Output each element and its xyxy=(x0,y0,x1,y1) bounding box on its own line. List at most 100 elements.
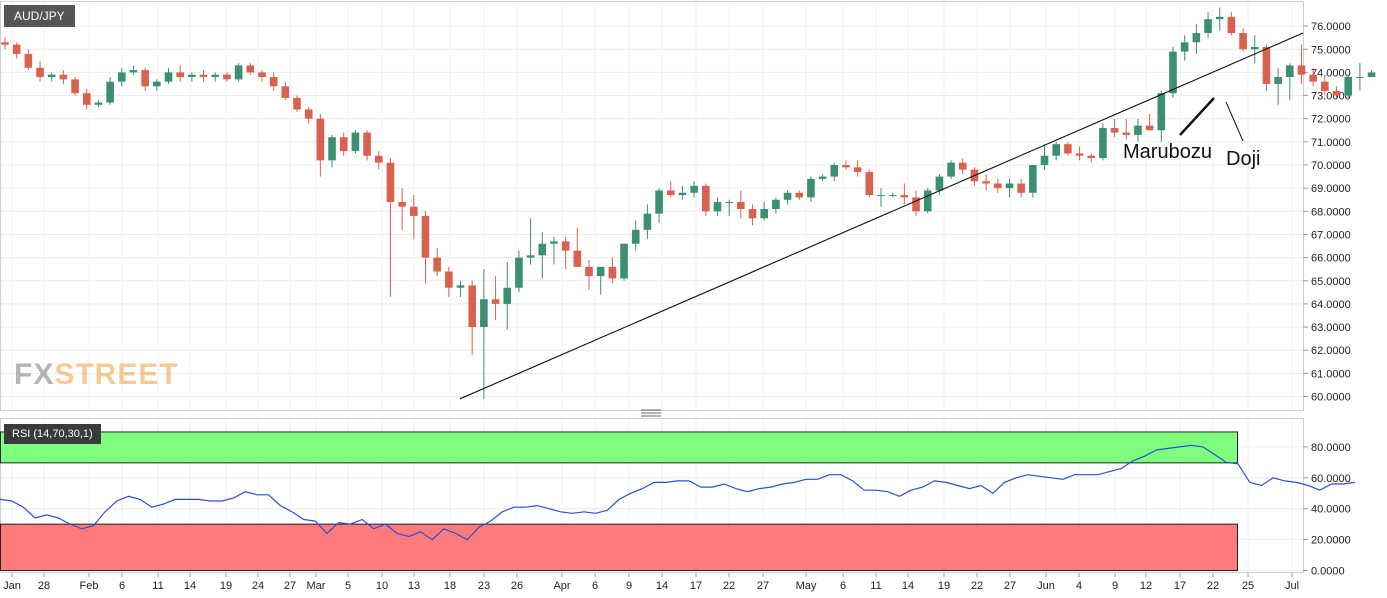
candle-body xyxy=(713,202,722,212)
candle-body xyxy=(772,199,780,209)
price-y-tick-label: 72.0000 xyxy=(1311,114,1351,126)
candle-body xyxy=(526,255,535,258)
candle-body xyxy=(596,266,605,277)
candle-body xyxy=(1286,65,1294,78)
x-tick-label: 4 xyxy=(1076,580,1082,592)
rsi-y-axis: 0.0000 20.0000 40.0000 60.0000 80.0000 xyxy=(1303,442,1351,578)
candle-body xyxy=(1344,77,1352,96)
price-y-tick-label: 75.0000 xyxy=(1311,44,1351,56)
candle-body xyxy=(573,250,582,267)
x-tick-label: 22 xyxy=(971,580,983,592)
rsi-y-tick-label: 60.0000 xyxy=(1311,473,1351,485)
x-tick-label: 11 xyxy=(870,580,881,592)
candle-body xyxy=(339,137,348,152)
candle-body xyxy=(1204,19,1212,34)
candle-body xyxy=(947,162,955,177)
candle-body xyxy=(1192,33,1201,43)
candle-body xyxy=(1087,155,1096,159)
x-tick-label: 17 xyxy=(1174,580,1186,592)
candle-body xyxy=(1052,144,1060,156)
candle-body xyxy=(1134,125,1142,135)
x-tick-label: 26 xyxy=(511,580,523,592)
candle-body xyxy=(643,213,652,230)
candle-body xyxy=(1,42,9,45)
doji-pointer xyxy=(1225,101,1244,142)
candle-body xyxy=(538,243,547,256)
candle-body xyxy=(118,72,126,82)
candle-body xyxy=(561,241,570,251)
candle-body xyxy=(164,72,173,82)
candle-body xyxy=(398,202,406,207)
candle-body xyxy=(234,65,243,80)
candle-body xyxy=(1005,183,1014,189)
x-tick-label: 6 xyxy=(119,580,125,592)
x-tick-label: 11 xyxy=(152,580,163,592)
price-y-tick-label: 68.0000 xyxy=(1311,206,1351,218)
trendline[interactable] xyxy=(459,32,1304,400)
candle-body xyxy=(830,165,839,177)
price-y-tick-label: 70.0000 xyxy=(1311,160,1351,172)
price-y-tick-label: 65.0000 xyxy=(1311,276,1351,288)
x-tick-label: 6 xyxy=(840,580,846,592)
x-tick-label: 27 xyxy=(757,580,769,592)
candle-body xyxy=(865,171,874,196)
candle-body xyxy=(480,299,488,328)
x-tick-label: 14 xyxy=(902,580,914,592)
candle-body xyxy=(608,266,617,279)
rsi-y-tick-label: 20.0000 xyxy=(1311,535,1351,547)
candle-body xyxy=(1029,165,1037,193)
candle-body xyxy=(725,202,733,204)
candle-body xyxy=(82,93,91,105)
x-tick-label: 10 xyxy=(376,580,388,592)
x-tick-label: 18 xyxy=(444,580,456,592)
candle-body xyxy=(47,74,56,78)
doji-label: Doji xyxy=(1226,148,1260,170)
candle-body xyxy=(515,257,523,288)
candle-body xyxy=(678,192,687,196)
panel-splitter-handle[interactable] xyxy=(641,409,661,417)
fxstreet-watermark-logo: FXSTREET xyxy=(14,358,179,391)
candle-body xyxy=(1356,77,1364,79)
candle-body xyxy=(1040,155,1049,165)
candle-body xyxy=(281,86,290,98)
candle-body xyxy=(1064,144,1072,154)
annotations-group: Marubozu Doji xyxy=(1123,97,1260,170)
candle-body xyxy=(888,195,897,197)
symbol-label[interactable]: AUD/JPY xyxy=(4,5,75,27)
candle-body xyxy=(1145,125,1154,131)
candle-body xyxy=(783,192,792,200)
x-tick-label: Mar xyxy=(307,580,326,592)
marubozu-pointer xyxy=(1179,97,1215,136)
candle-body xyxy=(935,176,944,191)
x-tick-label: 27 xyxy=(1004,580,1016,592)
candle-body xyxy=(748,208,757,219)
price-grid xyxy=(1,2,1303,410)
price-panel xyxy=(0,1,1304,411)
rsi-y-tick-label: 80.0000 xyxy=(1311,442,1351,454)
candle-body xyxy=(923,190,932,212)
candle-body xyxy=(328,137,336,161)
x-tick-label: May xyxy=(796,580,817,592)
candle-body xyxy=(958,162,967,170)
candle-body xyxy=(1239,33,1247,50)
marubozu-label: Marubozu xyxy=(1123,141,1212,163)
candle-body xyxy=(666,190,675,196)
candle-body xyxy=(94,102,103,105)
candle-body xyxy=(1321,81,1329,91)
x-tick-label: 19 xyxy=(220,580,232,592)
rsi-indicator-label[interactable]: RSI (14,70,30,1) xyxy=(4,424,101,444)
candle-body xyxy=(912,197,920,212)
candle-body xyxy=(153,81,161,87)
rsi-y-tick-label: 0.0000 xyxy=(1311,566,1345,578)
price-y-tick-label: 69.0000 xyxy=(1311,183,1351,195)
candle-body xyxy=(456,285,465,288)
candle-body xyxy=(1215,16,1224,20)
candle-body xyxy=(690,185,698,193)
candle-body xyxy=(491,299,500,304)
candle-body xyxy=(129,70,138,73)
candle-body xyxy=(188,74,196,78)
candle-body xyxy=(795,192,804,198)
rsi-y-tick-label: 40.0000 xyxy=(1311,504,1351,516)
x-tick-label: Jun xyxy=(1037,580,1055,592)
candle-body xyxy=(12,44,21,54)
